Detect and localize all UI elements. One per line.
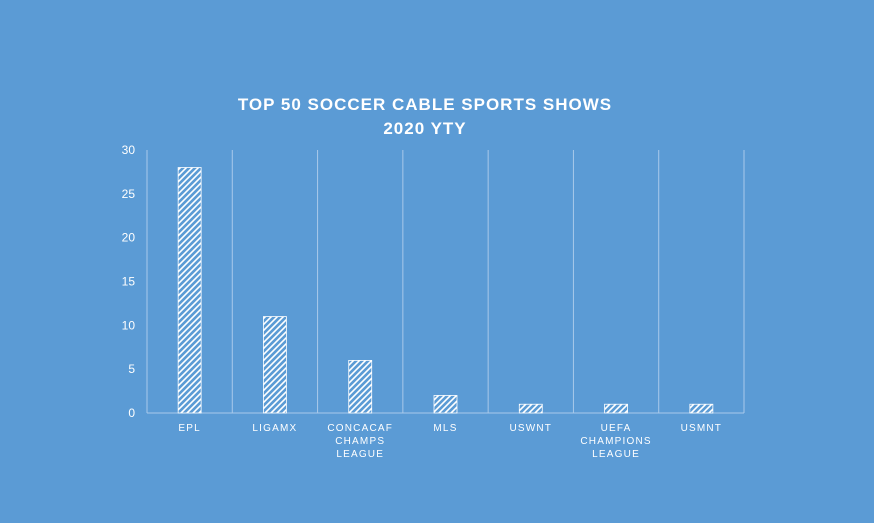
y-tick-label: 10 (122, 318, 136, 332)
x-tick-label: CHAMPS (335, 436, 385, 447)
bar (177, 167, 202, 414)
x-tick-label: USWNT (509, 423, 552, 434)
x-tick-label: EPL (178, 423, 201, 434)
x-tick-label: USMNT (681, 423, 723, 434)
bar (263, 316, 287, 414)
y-axis-ticks: 0 5 10 15 20 25 30 (122, 143, 136, 420)
x-tick-label: MLS (433, 423, 457, 434)
x-tick-label: CONCACAF (327, 423, 393, 434)
chart-grid (146, 150, 745, 414)
bars (177, 167, 714, 414)
bar (518, 403, 543, 414)
y-tick-label: 5 (128, 362, 135, 376)
y-tick-label: 25 (122, 187, 136, 201)
bar (348, 359, 373, 414)
bar (604, 403, 628, 414)
y-tick-label: 15 (122, 275, 136, 289)
chart-title: TOP 50 SOCCER CABLE SPORTS SHOWS 2020 YTY (238, 95, 612, 138)
x-tick-label: LIGAMX (252, 423, 297, 434)
bar (433, 395, 458, 414)
y-tick-label: 20 (122, 231, 136, 245)
chart-title-line: TOP 50 SOCCER CABLE SPORTS SHOWS (238, 95, 612, 114)
chart-title-line: 2020 YTY (383, 119, 466, 138)
x-tick-label: CHAMPIONS (580, 436, 651, 447)
bar (689, 403, 714, 414)
x-tick-label: UEFA (601, 423, 632, 434)
y-tick-label: 30 (122, 143, 136, 157)
x-tick-label: LEAGUE (336, 449, 384, 460)
x-axis-labels: EPL LIGAMX CONCACAF CHAMPS LEAGUE MLS USWNT UEF… (178, 423, 723, 460)
y-tick-label: 0 (128, 406, 135, 420)
x-tick-label: LEAGUE (592, 449, 640, 460)
